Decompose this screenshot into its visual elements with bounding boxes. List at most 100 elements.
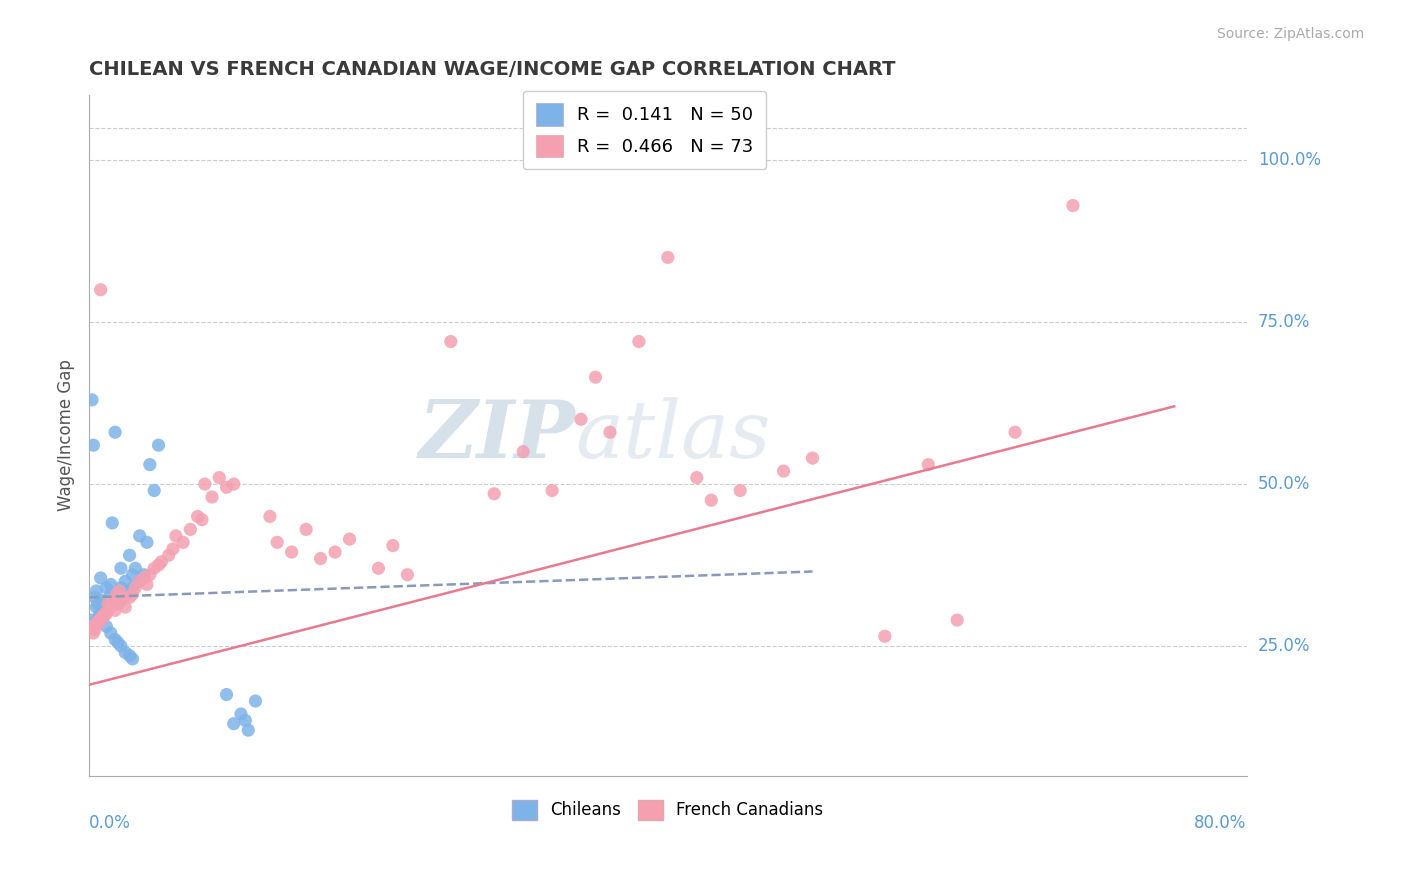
Text: 80.0%: 80.0% bbox=[1194, 814, 1247, 832]
Point bbox=[215, 688, 238, 702]
Point bbox=[121, 567, 143, 582]
Point bbox=[280, 545, 302, 559]
Point bbox=[97, 597, 120, 611]
Point bbox=[82, 438, 104, 452]
Point bbox=[96, 581, 118, 595]
Point bbox=[104, 603, 127, 617]
Point bbox=[87, 616, 110, 631]
Point bbox=[194, 477, 217, 491]
Point bbox=[191, 513, 214, 527]
Point bbox=[101, 593, 124, 607]
Point bbox=[440, 334, 463, 349]
Point bbox=[80, 392, 103, 407]
Point bbox=[323, 545, 346, 559]
Point bbox=[599, 425, 621, 440]
Text: CHILEAN VS FRENCH CANADIAN WAGE/INCOME GAP CORRELATION CHART: CHILEAN VS FRENCH CANADIAN WAGE/INCOME G… bbox=[89, 60, 896, 78]
Point bbox=[110, 593, 132, 607]
Point bbox=[541, 483, 564, 498]
Point bbox=[90, 283, 112, 297]
Text: ZIP: ZIP bbox=[419, 397, 575, 475]
Point bbox=[917, 458, 939, 472]
Point bbox=[233, 714, 256, 728]
Point bbox=[222, 716, 245, 731]
Point bbox=[585, 370, 607, 384]
Point bbox=[83, 591, 105, 605]
Point bbox=[93, 610, 115, 624]
Point bbox=[512, 444, 534, 458]
Point bbox=[118, 648, 141, 663]
Point bbox=[201, 490, 224, 504]
Point bbox=[93, 593, 115, 607]
Point bbox=[100, 626, 122, 640]
Point bbox=[128, 529, 150, 543]
Point bbox=[114, 600, 136, 615]
Point bbox=[110, 581, 132, 595]
Point bbox=[172, 535, 194, 549]
Point bbox=[627, 334, 650, 349]
Point bbox=[84, 600, 107, 615]
Point bbox=[208, 470, 231, 484]
Text: 100.0%: 100.0% bbox=[1258, 152, 1320, 169]
Point bbox=[87, 597, 110, 611]
Point bbox=[873, 629, 896, 643]
Point bbox=[100, 577, 122, 591]
Text: Source: ZipAtlas.com: Source: ZipAtlas.com bbox=[1216, 27, 1364, 41]
Point bbox=[105, 587, 128, 601]
Point bbox=[801, 451, 824, 466]
Point bbox=[657, 251, 679, 265]
Point bbox=[396, 567, 419, 582]
Point bbox=[107, 636, 129, 650]
Point bbox=[381, 539, 404, 553]
Point bbox=[165, 529, 187, 543]
Point bbox=[91, 610, 114, 624]
Point bbox=[162, 541, 184, 556]
Point bbox=[89, 610, 111, 624]
Point bbox=[132, 567, 155, 582]
Point bbox=[94, 607, 117, 621]
Legend: R =  0.141   N = 50, R =  0.466   N = 73: R = 0.141 N = 50, R = 0.466 N = 73 bbox=[523, 91, 766, 169]
Point bbox=[700, 493, 723, 508]
Point bbox=[121, 652, 143, 666]
Point bbox=[139, 567, 162, 582]
Point bbox=[128, 574, 150, 589]
Point bbox=[100, 587, 122, 601]
Point bbox=[83, 623, 105, 637]
Point bbox=[96, 607, 118, 621]
Point bbox=[108, 583, 131, 598]
Point bbox=[179, 522, 201, 536]
Point bbox=[104, 632, 127, 647]
Point bbox=[124, 581, 146, 595]
Point bbox=[82, 626, 104, 640]
Point bbox=[114, 574, 136, 589]
Point bbox=[118, 549, 141, 563]
Point bbox=[482, 487, 505, 501]
Point bbox=[118, 591, 141, 605]
Point bbox=[946, 613, 969, 627]
Point bbox=[80, 619, 103, 633]
Point bbox=[107, 597, 129, 611]
Point bbox=[222, 477, 245, 491]
Point bbox=[259, 509, 281, 524]
Point bbox=[132, 571, 155, 585]
Point bbox=[80, 613, 103, 627]
Point bbox=[229, 706, 252, 721]
Point bbox=[84, 583, 107, 598]
Point bbox=[121, 581, 143, 595]
Point bbox=[107, 597, 129, 611]
Point bbox=[93, 610, 115, 624]
Point bbox=[309, 551, 332, 566]
Point bbox=[114, 583, 136, 598]
Point bbox=[686, 470, 709, 484]
Point bbox=[295, 522, 318, 536]
Point bbox=[728, 483, 751, 498]
Point bbox=[339, 532, 361, 546]
Point bbox=[104, 425, 127, 440]
Point bbox=[82, 616, 104, 631]
Point bbox=[136, 577, 159, 591]
Point bbox=[112, 591, 135, 605]
Text: 50.0%: 50.0% bbox=[1258, 475, 1310, 493]
Point bbox=[90, 571, 112, 585]
Text: 75.0%: 75.0% bbox=[1258, 313, 1310, 331]
Y-axis label: Wage/Income Gap: Wage/Income Gap bbox=[58, 359, 75, 511]
Point bbox=[1004, 425, 1026, 440]
